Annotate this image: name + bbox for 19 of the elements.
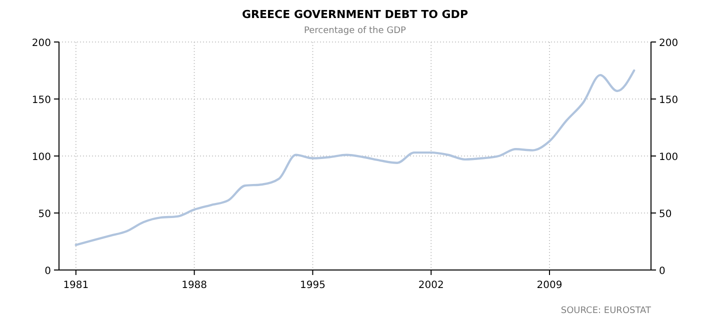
x-tick-label: 2002 <box>418 280 444 291</box>
y-tick-label: 0 <box>44 266 51 277</box>
y-tick-label: 100 <box>32 152 51 163</box>
y2-tick-label: 50 <box>659 209 672 220</box>
x-tick-label: 1995 <box>300 280 326 291</box>
y-tick-label: 200 <box>32 38 51 49</box>
y2-tick-label: 200 <box>659 38 678 49</box>
x-tick-label: 1988 <box>182 280 208 291</box>
y-tick-label: 50 <box>38 209 51 220</box>
y-tick-label: 150 <box>32 95 51 106</box>
x-tick-label: 2009 <box>536 280 562 291</box>
y2-tick-label: 0 <box>659 266 666 277</box>
line-series <box>74 69 636 246</box>
chart-subtitle: Percentage of the GDP <box>304 26 407 36</box>
source-note: SOURCE: EUROSTAT <box>560 306 652 316</box>
y2-tick-label: 150 <box>659 95 678 106</box>
y2-tick-label: 100 <box>659 152 678 163</box>
x-tick-label: 1981 <box>63 280 89 291</box>
chart-title: GREECE GOVERNMENT DEBT TO GDP <box>242 8 468 21</box>
